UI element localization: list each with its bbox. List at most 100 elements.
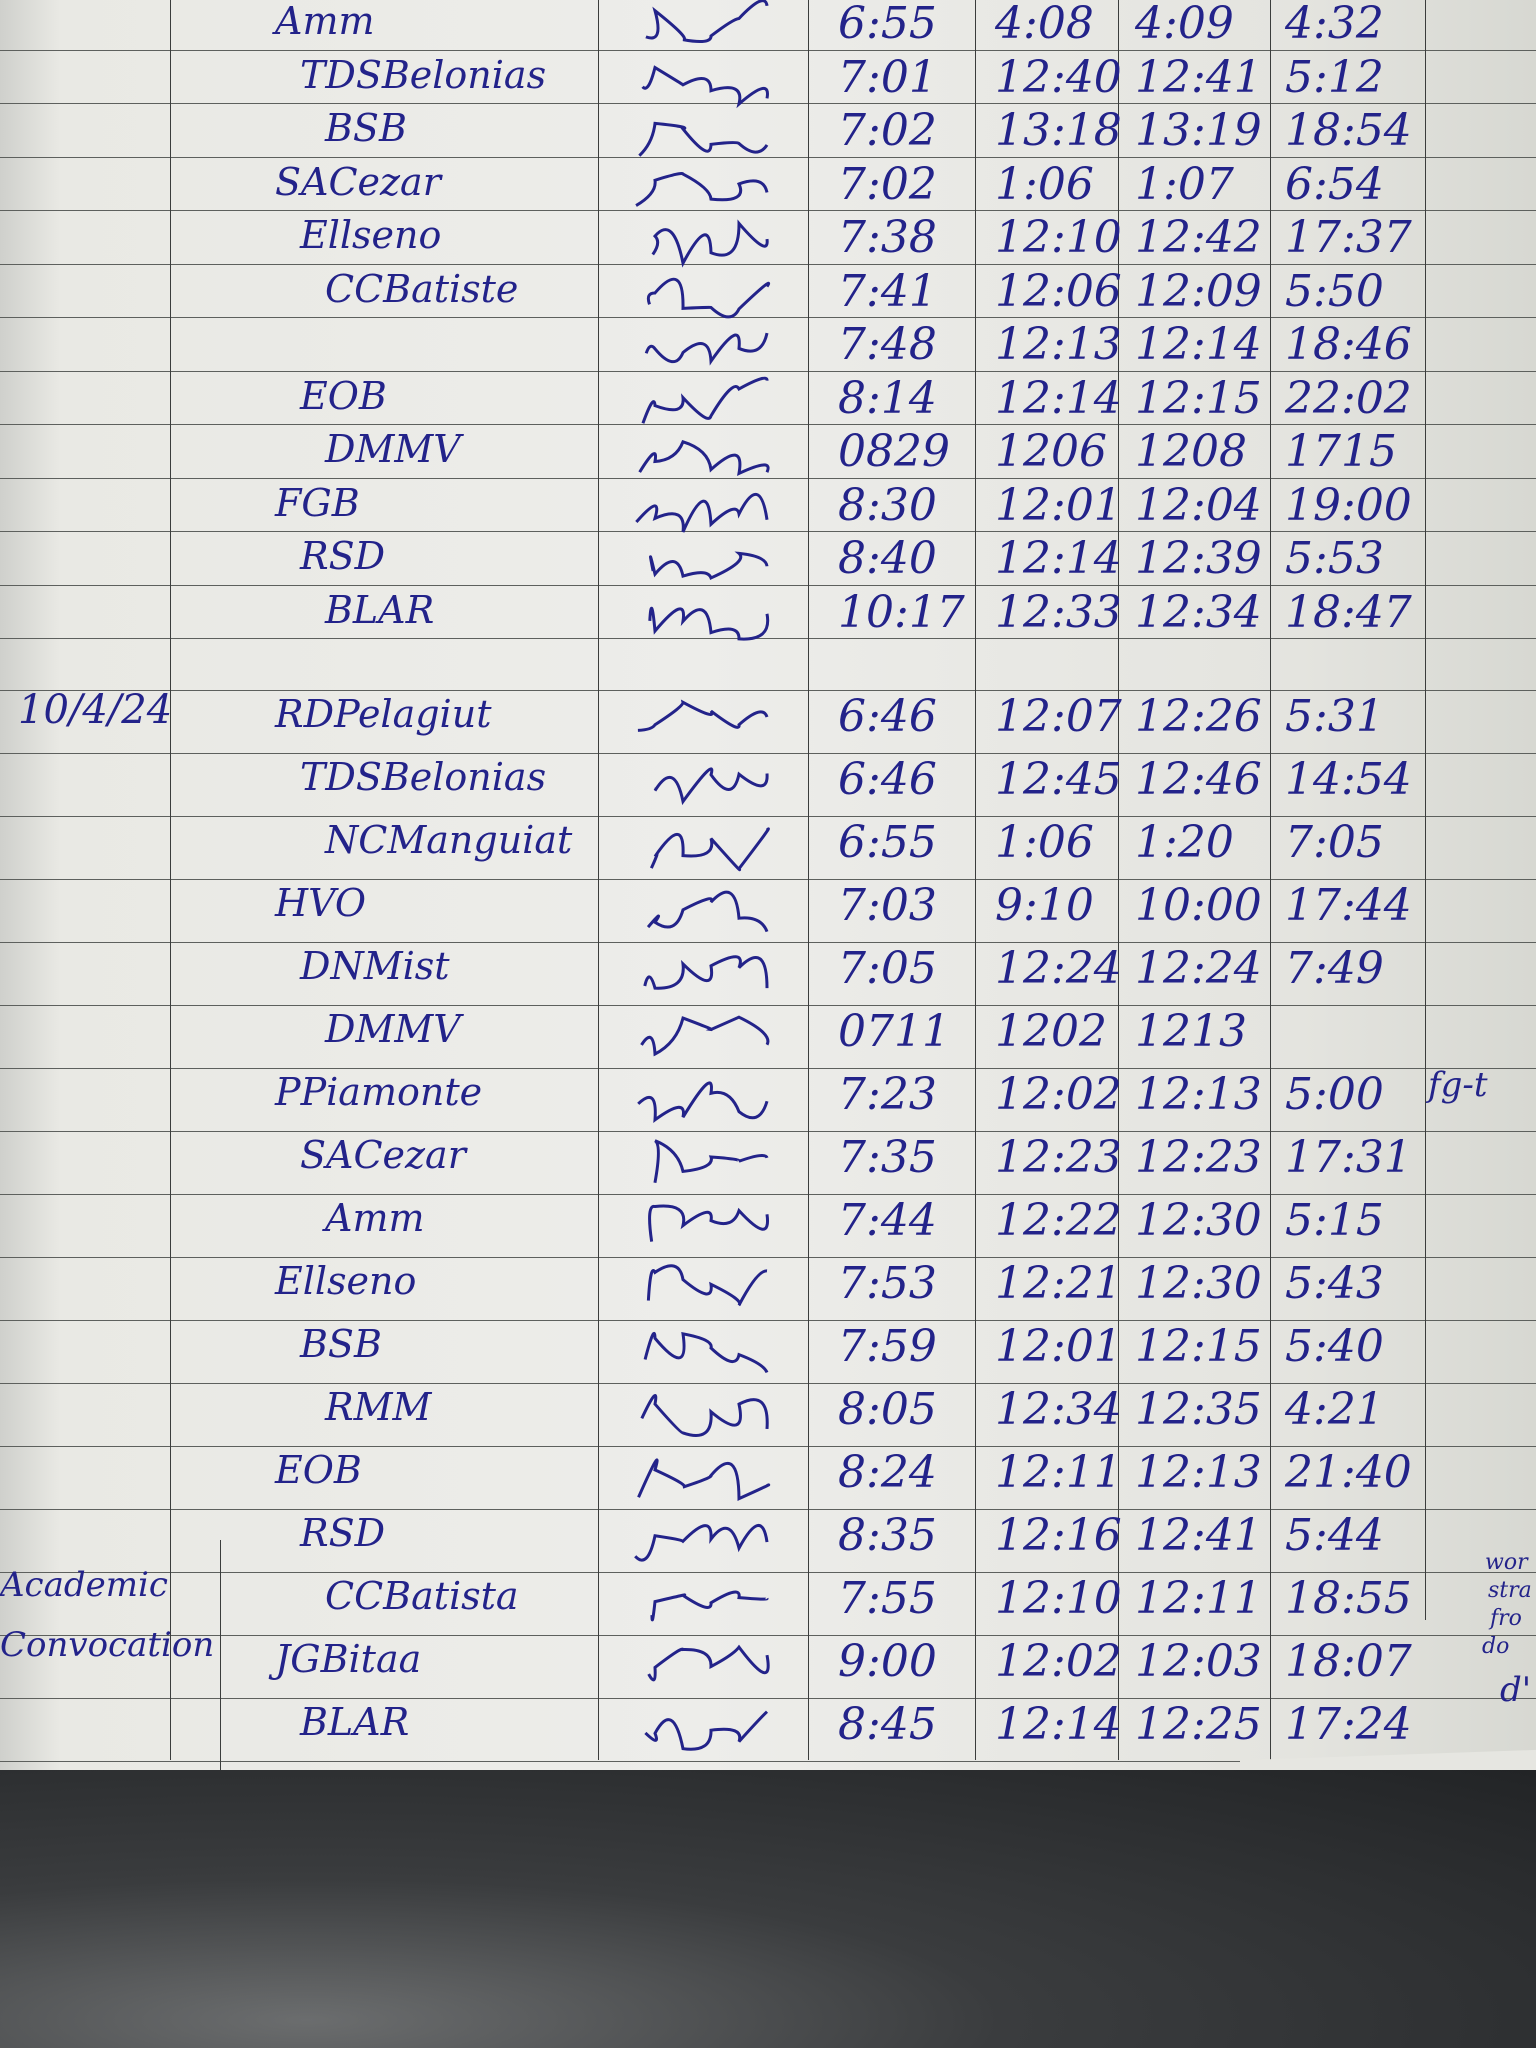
lunch-out-cell: 12:34 <box>995 1384 1122 1435</box>
time-in-cell: 8:35 <box>838 1510 937 1561</box>
signature <box>641 64 769 108</box>
lunch-out-cell: 12:06 <box>995 265 1122 317</box>
time-out-cell: 6:54 <box>1285 158 1384 210</box>
lunch-in-cell: 12:03 <box>1135 1636 1262 1687</box>
column-line <box>808 0 809 1760</box>
time-in-cell: 7:48 <box>838 319 937 370</box>
signature <box>640 1015 770 1057</box>
lunch-out-cell: 12:10 <box>995 212 1122 263</box>
lunch-in-cell: 12:04 <box>1135 479 1262 531</box>
staff-name: Amm <box>275 0 375 43</box>
ruled-line <box>0 210 1536 211</box>
staff-name: Ellseno <box>275 1259 417 1303</box>
ruled-line <box>0 1572 1536 1573</box>
time-in-cell: 7:02 <box>838 105 937 156</box>
staff-name: SACezar <box>275 159 441 204</box>
signature <box>643 955 769 990</box>
time-out-cell: 5:00 <box>1285 1069 1384 1120</box>
lunch-out-cell: 12:24 <box>995 943 1122 994</box>
signature <box>649 827 770 872</box>
column-line <box>220 1540 221 1770</box>
staff-name: RMM <box>325 1385 432 1429</box>
entry-date: 10/4/24 <box>18 687 173 733</box>
signature <box>637 699 769 732</box>
time-out-cell: 1715 <box>1285 426 1397 477</box>
lunch-out-cell: 12:02 <box>995 1636 1122 1687</box>
time-in-cell: 6:46 <box>838 754 937 805</box>
lunch-in-cell: 1:07 <box>1135 158 1234 210</box>
lunch-in-cell: 4:09 <box>1135 0 1234 49</box>
signature <box>635 492 769 533</box>
lunch-out-cell: 4:08 <box>995 0 1094 49</box>
margin-note: wor <box>1485 1550 1528 1575</box>
ruled-line <box>0 477 1536 479</box>
lunch-in-cell: 12:34 <box>1135 586 1262 638</box>
lunch-in-cell: 12:15 <box>1135 372 1262 424</box>
time-in-cell: 7:53 <box>838 1258 937 1309</box>
lunch-out-cell: 12:13 <box>995 319 1122 370</box>
staff-name: SACezar <box>300 1133 466 1177</box>
margin-label-line-1: Academic <box>0 1565 168 1605</box>
lunch-in-cell: 1:20 <box>1135 817 1234 868</box>
ruled-line <box>0 879 1536 880</box>
time-in-cell: 8:05 <box>838 1384 937 1435</box>
lunch-out-cell: 12:01 <box>995 1321 1122 1372</box>
ruled-line <box>0 942 1536 943</box>
signature <box>635 171 769 207</box>
time-in-cell: 7:01 <box>838 51 937 103</box>
column-line <box>1118 0 1119 1760</box>
staff-name: BLAR <box>325 587 435 632</box>
time-in-cell: 6:55 <box>838 817 937 868</box>
signature <box>653 767 769 806</box>
lunch-in-cell: 12:13 <box>1135 1447 1262 1498</box>
lunch-in-cell: 12:46 <box>1135 754 1262 805</box>
time-out-cell: 17:44 <box>1285 880 1412 931</box>
signature <box>653 1139 769 1184</box>
lunch-out-cell: 12:10 <box>995 1573 1122 1624</box>
staff-name: RDPelagiut <box>275 692 492 736</box>
time-out-cell: 19:00 <box>1285 479 1412 531</box>
staff-name: EOB <box>275 1448 362 1492</box>
time-out-cell: 5:43 <box>1285 1258 1384 1309</box>
staff-name: PPiamonte <box>275 1070 483 1114</box>
time-out-cell: 5:50 <box>1285 265 1384 317</box>
time-out-cell: 18:54 <box>1285 105 1412 156</box>
margin-note: fg-t <box>1428 1065 1488 1105</box>
lunch-out-cell: 12:07 <box>995 691 1122 742</box>
column-line <box>170 0 171 1760</box>
lunch-in-cell: 12:15 <box>1135 1321 1262 1372</box>
ruled-line <box>0 753 1536 754</box>
staff-name: Amm <box>325 1196 425 1240</box>
time-in-cell: 7:23 <box>838 1069 937 1120</box>
ruled-line <box>0 1005 1536 1006</box>
time-in-cell: 7:02 <box>838 158 937 210</box>
ruled-line <box>0 1509 1536 1510</box>
staff-name: RSD <box>300 534 386 578</box>
signature <box>649 551 769 580</box>
time-out-cell: 5:15 <box>1285 1195 1384 1246</box>
staff-name: BSB <box>300 1322 382 1366</box>
time-in-cell: 8:24 <box>838 1447 937 1498</box>
staff-name: FGB <box>275 480 360 525</box>
lunch-out-cell: 1:06 <box>995 817 1094 868</box>
staff-name: NCManguiat <box>325 818 573 862</box>
time-in-cell: 7:44 <box>838 1195 937 1246</box>
lunch-out-cell: 12:33 <box>995 586 1122 638</box>
lunch-in-cell: 12:30 <box>1135 1258 1262 1309</box>
ruled-line <box>0 263 1536 265</box>
lunch-out-cell: 12:23 <box>995 1132 1122 1183</box>
lunch-in-cell: 1213 <box>1135 1006 1247 1057</box>
column-line <box>975 0 976 1760</box>
staff-name: HVO <box>275 881 367 925</box>
lunch-out-cell: 12:45 <box>995 754 1122 805</box>
time-in-cell: 7:59 <box>838 1321 937 1372</box>
time-in-cell: 8:30 <box>838 479 937 531</box>
signature <box>648 606 770 640</box>
lunch-in-cell: 12:09 <box>1135 265 1262 317</box>
staff-name: DNMist <box>300 944 450 988</box>
time-in-cell: 7:38 <box>838 212 937 263</box>
lunch-in-cell: 12:14 <box>1135 319 1262 370</box>
time-in-cell: 7:41 <box>838 265 937 317</box>
ruled-line <box>0 424 1536 425</box>
lunch-out-cell: 1206 <box>995 426 1107 477</box>
